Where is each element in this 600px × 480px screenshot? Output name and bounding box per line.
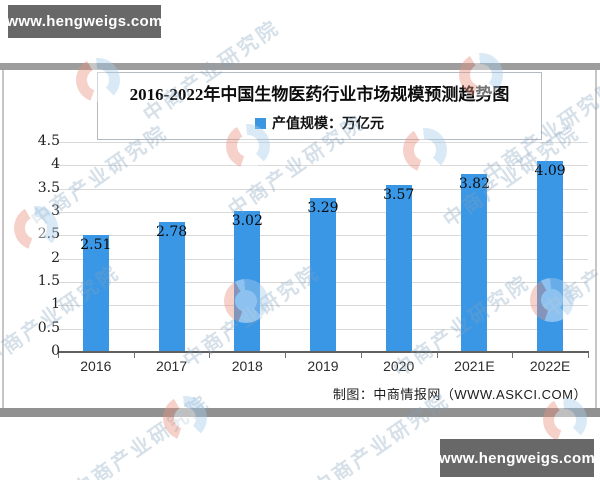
bar — [385, 185, 412, 352]
x-axis-category-label: 2018 — [231, 358, 263, 374]
x-axis-category-label: 2021E — [454, 358, 495, 374]
bar — [537, 161, 564, 352]
x-axis-category-label: 2022E — [529, 358, 571, 374]
brand-logo-watermark-icon — [543, 398, 587, 442]
bar-value-label: 3.29 — [307, 200, 339, 217]
bar — [234, 211, 261, 352]
bar-value-label: 4.09 — [534, 163, 566, 180]
frame-border-left — [2, 70, 4, 408]
chart-header-box: 2016-2022年中国生物医药行业市场规模预测趋势图 产值规模：万亿元 — [97, 72, 542, 140]
x-axis-category-label: 2016 — [80, 358, 112, 374]
x-axis-tick — [58, 353, 59, 358]
gridline — [58, 165, 588, 167]
legend-label: 产值规模：万亿元 — [272, 115, 384, 131]
bar — [461, 173, 488, 352]
x-axis-tick — [436, 353, 438, 358]
bar-value-label: 2.51 — [80, 236, 112, 253]
y-axis-tick-label: 2.5 — [37, 226, 60, 243]
x-axis-tick — [209, 353, 211, 358]
chart-title: 2016-2022年中国生物医药行业市场规模预测趋势图 — [129, 85, 510, 104]
gridline — [58, 188, 588, 190]
frame-border-right — [595, 70, 597, 408]
bar-value-label: 3.02 — [231, 213, 263, 230]
x-axis-tick — [133, 353, 135, 358]
x-axis-category-label: 2020 — [383, 358, 415, 374]
bar-value-label: 3.82 — [458, 175, 490, 192]
watermark-badge-text: www.hengweigs.com — [6, 13, 163, 30]
x-axis-category-label: 2019 — [307, 358, 339, 374]
x-axis-tick — [512, 353, 514, 358]
chart-legend: 产值规模：万亿元 — [98, 113, 541, 133]
frame-bar-top — [0, 63, 600, 70]
y-axis-tick-label: 4.5 — [37, 133, 60, 149]
y-axis-tick-label: 0 — [51, 343, 60, 359]
brand-watermark-text: 中商产业研究院 — [69, 391, 215, 480]
x-axis-tick — [285, 353, 287, 358]
y-axis-tick-label: 2 — [51, 249, 60, 266]
x-axis-tick — [360, 353, 362, 358]
legend-color-swatch — [255, 117, 266, 129]
plot-area: 2.51 2.78 3.02 3.29 3.57 3.82 4.09 — [58, 142, 588, 352]
watermark-badge-top-left: www.hengweigs.com — [6, 5, 163, 38]
bar-value-label: 2.78 — [155, 224, 188, 241]
y-axis-tick-label: 1 — [51, 296, 60, 313]
y-axis-tick-label: 3.5 — [37, 179, 60, 196]
brand-logo-watermark-icon — [163, 396, 207, 440]
bar — [310, 198, 336, 352]
x-axis-line — [58, 351, 589, 353]
watermark-badge-text: www.hengweigs.com — [438, 449, 596, 467]
x-axis-category-label: 2017 — [155, 358, 188, 374]
y-axis-tick-label: 3 — [51, 203, 60, 219]
bar-value-label: 3.57 — [383, 187, 415, 204]
bar — [158, 222, 185, 352]
x-axis-tick — [588, 353, 589, 358]
y-axis-tick-label: 4 — [51, 156, 60, 173]
attribution-text: 制图：中商情报网（WWW.ASKCI.COM） — [332, 387, 587, 402]
y-axis-tick-label: 0.5 — [37, 319, 60, 336]
frame-bar-bottom — [0, 408, 600, 417]
y-axis-tick-label: 1.5 — [37, 273, 60, 289]
watermark-badge-bottom-right: www.hengweigs.com — [438, 439, 596, 477]
bar — [82, 234, 109, 352]
gridline — [58, 142, 588, 143]
